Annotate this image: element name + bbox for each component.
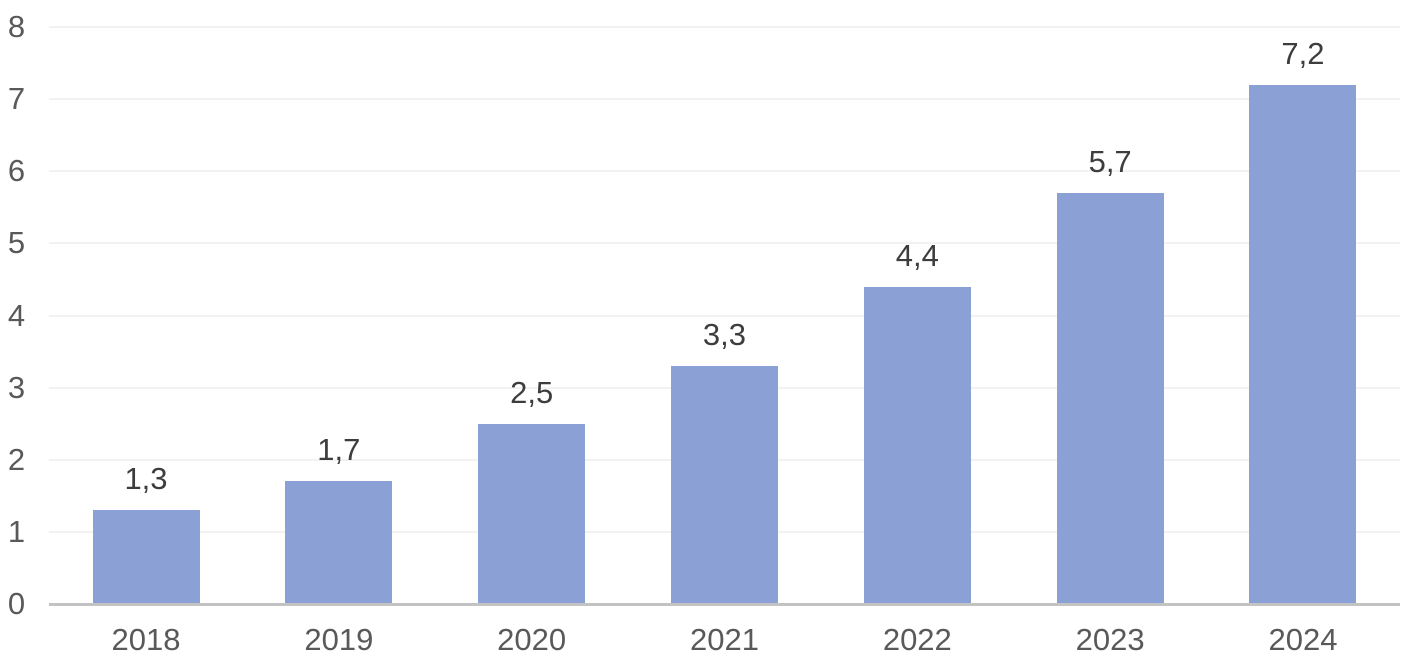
y-tick-label: 5 <box>7 225 26 261</box>
x-axis-line <box>49 603 1400 606</box>
bar-value-label: 4,4 <box>895 237 939 273</box>
y-tick-label: 3 <box>7 369 26 405</box>
bar-2021 <box>670 365 778 604</box>
gridline <box>49 98 1400 101</box>
bar-value-label: 7,2 <box>1281 35 1325 71</box>
gridline <box>49 26 1400 28</box>
y-tick-label: 2 <box>7 441 26 477</box>
bar-value-label: 3,3 <box>702 316 747 352</box>
bar-2024 <box>1249 84 1357 604</box>
y-tick-label: 4 <box>7 297 26 333</box>
gridline <box>49 170 1400 173</box>
y-tick-label: 0 <box>7 586 26 621</box>
bar-value-label: 1,7 <box>317 432 361 468</box>
x-tick-label: 2023 <box>1075 622 1145 657</box>
bar-2019 <box>285 481 393 604</box>
gridline <box>49 242 1400 245</box>
bar-2023 <box>1056 192 1164 604</box>
bar-2020 <box>478 423 586 604</box>
y-tick-label: 1 <box>7 513 26 549</box>
x-tick-label: 2021 <box>690 622 759 657</box>
bar-value-label: 1,3 <box>124 461 168 497</box>
x-tick-label: 2024 <box>1268 622 1338 657</box>
bar-value-label: 5,7 <box>1088 143 1132 179</box>
y-tick-label: 6 <box>7 153 26 189</box>
y-tick-label: 8 <box>7 9 26 44</box>
bar-value-label: 2,5 <box>510 374 554 410</box>
bar-2022 <box>863 286 971 604</box>
y-tick-label: 7 <box>7 81 26 117</box>
x-tick-label: 2020 <box>497 622 567 657</box>
gridline <box>49 314 1400 317</box>
x-tick-label: 2022 <box>882 622 952 657</box>
x-tick-label: 2018 <box>111 622 181 657</box>
x-tick-label: 2019 <box>304 622 374 657</box>
bar-2018 <box>92 510 200 604</box>
